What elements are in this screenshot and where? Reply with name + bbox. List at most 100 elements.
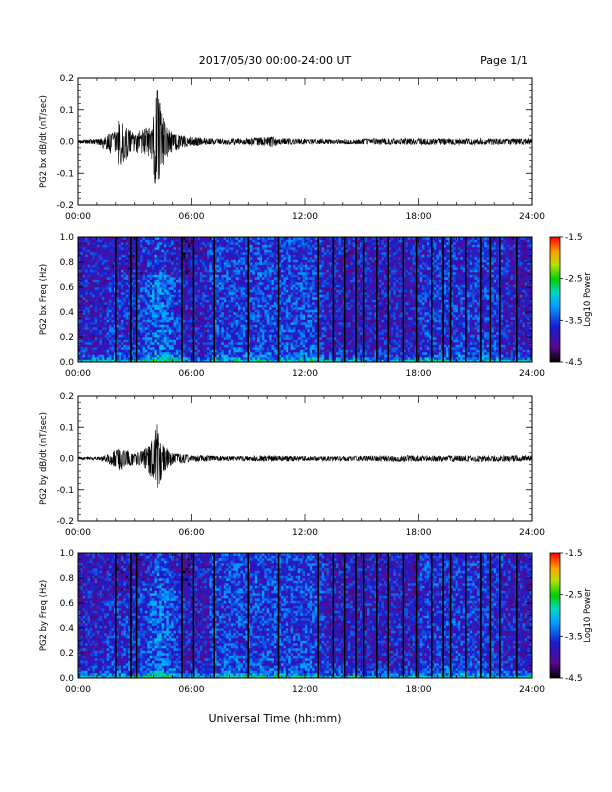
spectrogram-cell: [187, 249, 191, 253]
spectrogram-cell: [252, 254, 256, 258]
spectrogram-cell: [156, 307, 160, 310]
spectrogram-cell: [94, 257, 98, 260]
spectrogram-cell: [195, 297, 198, 300]
spectrogram-cell: [242, 274, 246, 278]
spectrogram-cell: [99, 352, 103, 355]
spectrogram-cell: [261, 294, 265, 298]
spectrogram-cell: [226, 354, 229, 358]
spectrogram-cell: [99, 339, 103, 343]
spectrogram-cell: [159, 309, 162, 313]
spectrogram-cell: [118, 349, 122, 353]
spectrogram-cell: [309, 359, 313, 363]
spectrogram-cell: [121, 339, 124, 343]
spectrogram-cell: [99, 354, 103, 358]
spectrogram-cell: [283, 347, 287, 350]
spectrogram-cell: [89, 347, 93, 350]
spectrogram-cell: [250, 312, 253, 315]
spectrogram-cell: [195, 284, 198, 288]
spectrogram-cell: [226, 342, 229, 345]
spectrogram-cell: [89, 337, 93, 340]
spectrogram-cell: [307, 237, 311, 240]
spectrogram-cell: [130, 337, 134, 340]
spectrogram-cell: [204, 259, 208, 263]
spectrogram-cell: [295, 289, 299, 293]
spectrogram-cell: [285, 264, 289, 268]
spectrogram-cell: [223, 347, 227, 350]
spectrogram-cell: [300, 359, 303, 363]
spectrogram-cell: [309, 334, 313, 338]
spectrogram-cell: [307, 304, 311, 308]
spectrogram-cell: [99, 274, 103, 278]
spectrogram-cell: [94, 302, 98, 305]
spectrogram-cell: [156, 252, 160, 255]
spectrogram-cell: [283, 342, 287, 345]
spectrogram-cell: [202, 359, 205, 363]
spectrogram-cell: [149, 349, 153, 353]
spectrogram-cell: [293, 239, 296, 243]
spectrogram-cell: [211, 247, 215, 250]
spectrogram-cell: [152, 247, 155, 250]
spectrogram-cell: [101, 344, 105, 348]
spectrogram-cell: [166, 244, 170, 248]
spectrogram-cell: [302, 254, 306, 258]
spectrogram-cell: [197, 307, 201, 310]
spectrogram-cell: [116, 262, 119, 265]
spectrogram-cell: [300, 249, 303, 253]
spectrogram-cell: [197, 277, 201, 280]
spectrogram-cell: [266, 272, 270, 275]
spectrogram-cell: [228, 342, 232, 345]
spectrogram-cell: [159, 299, 162, 303]
spectrogram-cell: [297, 284, 301, 288]
spectrogram-cell: [218, 342, 222, 345]
spectrogram-cell: [125, 357, 129, 360]
spectrogram-cell: [293, 264, 296, 268]
spectrogram-cell: [235, 289, 239, 293]
spectrogram-cell: [97, 299, 100, 303]
spectrogram-cell: [297, 309, 301, 313]
spectrogram-cell: [245, 317, 248, 320]
spectrogram-cell: [197, 244, 201, 248]
spectrogram-cell: [82, 284, 86, 288]
spectrogram-cell: [142, 327, 146, 330]
spectrogram-cell: [109, 339, 112, 343]
spectrogram-cell: [99, 322, 103, 325]
spectrogram-cell: [218, 292, 222, 295]
spectrogram-cell: [178, 244, 182, 248]
spectrogram-cell: [223, 309, 227, 313]
spectrogram-cell: [278, 347, 282, 350]
spectrogram-cell: [285, 239, 289, 243]
spectrogram-cell: [235, 324, 239, 328]
spectrogram-cell: [293, 257, 296, 260]
spectrogram-cell: [281, 267, 284, 270]
spectrogram-cell: [211, 342, 215, 345]
spectrogram-cell: [85, 347, 88, 350]
spectrogram-cell: [273, 337, 277, 340]
spectrogram-cell: [240, 289, 244, 293]
spectrogram-cell: [240, 342, 244, 345]
spectrogram-cell: [101, 307, 105, 310]
spectrogram-cell: [111, 337, 115, 340]
spectrogram-cell: [78, 347, 81, 350]
spectrogram-cell: [197, 259, 201, 263]
spectrogram-cell: [166, 249, 170, 253]
spectrogram-cell: [195, 282, 198, 285]
spectrogram-cell: [233, 307, 237, 310]
spectrogram-cell: [101, 312, 105, 315]
spectrogram-cell: [281, 314, 284, 318]
spectrogram-cell: [154, 242, 158, 245]
spectrogram-cell: [85, 279, 88, 283]
spectrogram-cell: [118, 317, 122, 320]
spectrogram-cell: [92, 302, 96, 305]
spectrogram-cell: [161, 307, 165, 310]
spectrogram-cell: [211, 289, 215, 293]
spectrogram-cell: [309, 337, 313, 340]
spectrogram-cell: [233, 319, 237, 323]
spectrogram-cell: [173, 329, 177, 333]
spectrogram-cell: [257, 344, 260, 348]
spectrogram-cell: [173, 244, 177, 248]
spectrogram-cell: [302, 239, 306, 243]
spectrogram-cell: [273, 277, 277, 280]
spectrogram-cell: [305, 279, 308, 283]
spectrogram-cell: [89, 292, 93, 295]
spectrogram-cell: [250, 339, 253, 343]
